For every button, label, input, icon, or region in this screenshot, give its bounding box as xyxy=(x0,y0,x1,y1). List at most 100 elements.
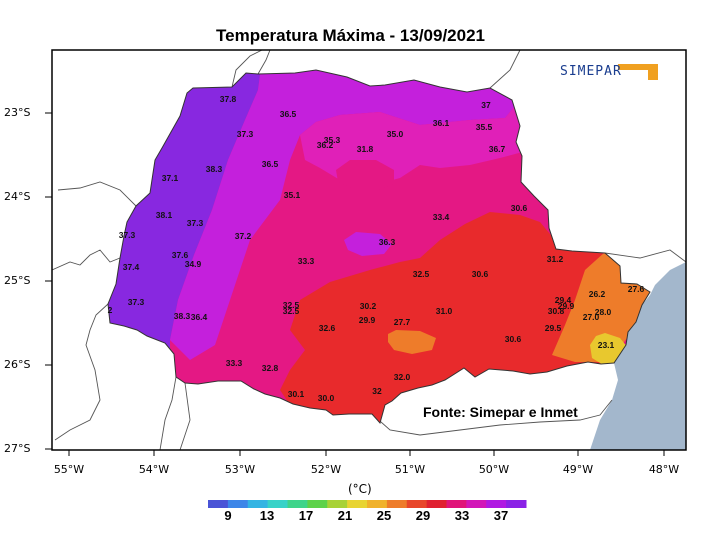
lon-label: 50°W xyxy=(478,463,510,476)
colorbar xyxy=(208,500,527,508)
station-value: 34.9 xyxy=(185,259,202,269)
lat-label: 25°S xyxy=(4,274,31,287)
station-value: 29.9 xyxy=(359,315,376,325)
station-value: 38.1 xyxy=(156,210,173,220)
station-value: 29.9 xyxy=(558,301,575,311)
station-value: 37.2 xyxy=(235,231,252,241)
colorbar-tick-label: 25 xyxy=(376,508,392,523)
station-value: 35.3 xyxy=(324,135,341,145)
station-value: 31.0 xyxy=(436,306,453,316)
station-value: 30.6 xyxy=(505,334,522,344)
colorbar-segment xyxy=(406,500,428,508)
station-value: 31.2 xyxy=(547,254,564,264)
colorbar-segment xyxy=(208,500,229,508)
colorbar-tick-label: 17 xyxy=(298,508,314,523)
station-value: 29.5 xyxy=(545,323,562,333)
colorbar-tick-label: 29 xyxy=(415,508,431,523)
station-value: 30.6 xyxy=(511,203,528,213)
station-value: 37.3 xyxy=(119,230,136,240)
lon-label: 52°W xyxy=(310,463,342,476)
station-value: 38.3 xyxy=(206,164,223,174)
station-value: 23.1 xyxy=(598,340,615,350)
lon-label: 54°W xyxy=(138,463,170,476)
simepar-logo-text: SIMEPAR xyxy=(560,64,622,79)
station-value: 30.8 xyxy=(548,306,565,316)
station-value: 36.7 xyxy=(489,144,506,154)
station-value: 27.0 xyxy=(583,312,600,322)
station-value: 30.0 xyxy=(318,393,335,403)
colorbar-segment xyxy=(287,500,308,508)
simepar-logo-mark xyxy=(618,64,658,80)
station-value: 37.6 xyxy=(172,250,189,260)
colorbar-tick-label: 13 xyxy=(259,508,275,523)
colorbar-segment xyxy=(466,500,487,508)
lat-label: 27°S xyxy=(4,442,31,455)
lon-label: 55°W xyxy=(53,463,85,476)
lat-label: 26°S xyxy=(4,358,31,371)
station-value: 35.1 xyxy=(284,190,301,200)
station-value: 32.5 xyxy=(283,306,300,316)
colorbar-segment xyxy=(446,500,467,508)
ocean-area xyxy=(590,262,686,450)
unit-label: (°C) xyxy=(348,482,372,496)
lon-label: 53°W xyxy=(224,463,256,476)
station-value: 26.2 xyxy=(589,289,606,299)
station-value: 2 xyxy=(108,305,113,315)
station-value: 31.8 xyxy=(357,144,374,154)
lon-label: 48°W xyxy=(648,463,680,476)
station-value: 32 xyxy=(372,386,382,396)
colorbar-segment xyxy=(267,500,288,508)
lon-label: 51°W xyxy=(394,463,426,476)
map-title: Temperatura Máxima - 13/09/2021 xyxy=(216,26,485,45)
map-frame xyxy=(51,49,687,451)
colorbar-segment xyxy=(506,500,527,508)
station-value: 32.5 xyxy=(413,269,430,279)
lat-label: 24°S xyxy=(4,190,31,203)
station-value: 30.1 xyxy=(288,389,305,399)
axis-ticks xyxy=(45,112,665,456)
colorbar-segment xyxy=(486,500,507,508)
source-label: Fonte: Simepar e Inmet xyxy=(423,404,578,420)
colorbar-segment xyxy=(386,500,408,508)
station-value: 36.5 xyxy=(262,159,279,169)
station-value: 37.1 xyxy=(162,173,179,183)
station-value: 36.3 xyxy=(379,237,396,247)
colorbar-segment xyxy=(426,500,447,508)
station-value: 30.2 xyxy=(360,301,377,311)
station-value: 32.0 xyxy=(394,372,411,382)
station-value: 32.5 xyxy=(283,300,300,310)
station-value: 33.4 xyxy=(433,212,450,222)
station-value: 36.2 xyxy=(317,140,334,150)
colorbar-segment xyxy=(347,500,368,508)
station-value: 35.0 xyxy=(387,129,404,139)
station-value: 37.8 xyxy=(220,94,237,104)
station-values: 37.8 36.5 37.3 35.336.2 35.0 31.8 36.1 35.5 37 36… xyxy=(108,94,645,403)
station-value: 32.8 xyxy=(262,363,279,373)
station-value: 37.3 xyxy=(237,129,254,139)
station-value: 37.4 xyxy=(123,262,140,272)
colorbar-tick-label: 21 xyxy=(337,508,353,523)
colorbar-segment xyxy=(307,500,328,508)
colorbar-tick-label: 33 xyxy=(454,508,470,523)
station-value: 30.6 xyxy=(472,269,489,279)
colorbar-segment xyxy=(367,500,388,508)
station-value: 37.3 xyxy=(187,218,204,228)
lon-label: 49°W xyxy=(562,463,594,476)
station-value: 27.7 xyxy=(394,317,411,327)
station-value: 36.1 xyxy=(433,118,450,128)
colorbar-tick-label: 9 xyxy=(224,508,232,523)
parana-state-outline xyxy=(107,69,651,425)
station-value: 36.5 xyxy=(280,109,297,119)
station-value: 37 xyxy=(481,100,491,110)
colorbar-segment xyxy=(247,500,269,508)
station-value: 33.3 xyxy=(298,256,315,266)
station-value: 38.3 xyxy=(174,311,191,321)
station-value: 35.5 xyxy=(476,122,493,132)
colorbar-segment xyxy=(327,500,348,508)
station-value: 28.0 xyxy=(595,307,612,317)
colorbar-tick-label: 37 xyxy=(493,508,509,523)
colorbar-segment xyxy=(227,500,249,508)
station-value: 32.6 xyxy=(319,323,336,333)
station-value: 37.3 xyxy=(128,297,145,307)
